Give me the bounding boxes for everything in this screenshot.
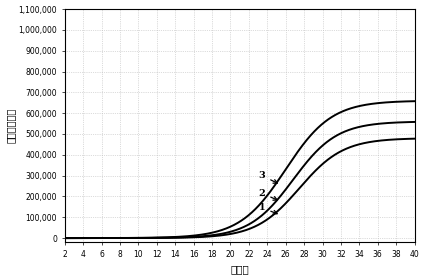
Y-axis label: 荧光信号强度: 荧光信号强度: [6, 108, 16, 143]
Text: 1: 1: [259, 203, 277, 214]
X-axis label: 循环数: 循环数: [230, 264, 249, 274]
Text: 3: 3: [259, 171, 278, 183]
Text: 2: 2: [259, 189, 277, 200]
